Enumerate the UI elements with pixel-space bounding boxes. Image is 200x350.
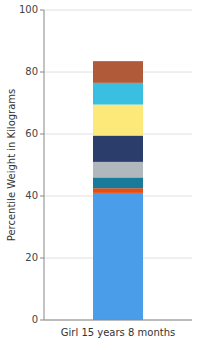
y-tick xyxy=(40,320,44,321)
y-axis-line xyxy=(44,10,45,320)
bar-segment xyxy=(93,162,143,178)
y-tick xyxy=(40,72,44,73)
y-tick-label: 20 xyxy=(25,252,38,263)
bar-segment xyxy=(93,193,143,320)
chart: 0 20 40 60 80 100 Girl 15 years 8 months Percen… xyxy=(0,0,200,350)
y-tick-label: 80 xyxy=(25,66,38,77)
bars xyxy=(93,61,143,320)
y-tick xyxy=(40,196,44,197)
y-tick-label: 60 xyxy=(25,128,38,139)
bar-segment xyxy=(93,105,143,136)
grid-line xyxy=(44,10,192,11)
bar-segment xyxy=(93,136,143,162)
bar-segment xyxy=(93,177,143,188)
bar-segment xyxy=(93,61,143,83)
y-tick-label: 40 xyxy=(25,190,38,201)
grid xyxy=(44,10,192,320)
x-axis-line xyxy=(44,320,192,321)
y-tick xyxy=(40,10,44,11)
y-tick-label: 0 xyxy=(32,314,38,325)
grid-line xyxy=(44,320,192,321)
y-tick xyxy=(40,258,44,259)
y-axis-label: Percentile Weight in Kilograms xyxy=(6,89,17,242)
chart-container: 0 20 40 60 80 100 Girl 15 years 8 months Percen… xyxy=(0,0,200,350)
y-tick-label: 100 xyxy=(19,4,38,15)
y-tick xyxy=(40,134,44,135)
x-tick-label: Girl 15 years 8 months xyxy=(61,327,175,338)
bar-segment xyxy=(93,188,143,193)
bar-segment xyxy=(93,83,143,105)
